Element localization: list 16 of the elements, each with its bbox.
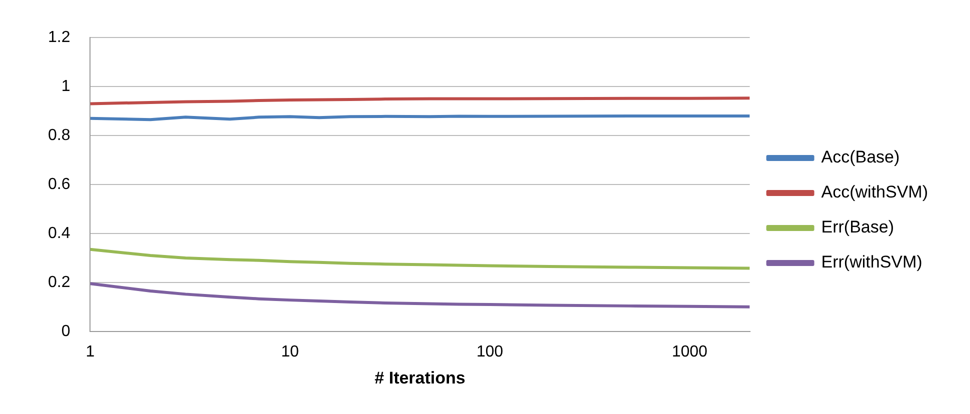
x-axis-title: # Iterations: [374, 368, 466, 388]
y-tick-label: 0.6: [48, 176, 70, 193]
y-tick-label: 0.2: [48, 274, 70, 291]
x-tick-label: 1000: [672, 343, 708, 360]
legend-label: Err(Base): [821, 218, 894, 237]
y-tick-label: 0: [61, 322, 70, 340]
y-tick-label: 0.4: [48, 224, 70, 242]
legend-label: Acc(Base): [821, 148, 900, 167]
y-tick-label: 1.2: [48, 29, 70, 46]
y-tick-label: 0.8: [48, 126, 70, 144]
x-tick-label: 10: [281, 343, 300, 360]
legend-label: Acc(withSVM): [821, 182, 928, 202]
x-tick-label: 1: [86, 343, 95, 360]
legend-label: Err(withSVM): [821, 252, 922, 272]
y-tick-label: 1: [61, 78, 70, 95]
x-tick-label: 100: [476, 343, 504, 360]
